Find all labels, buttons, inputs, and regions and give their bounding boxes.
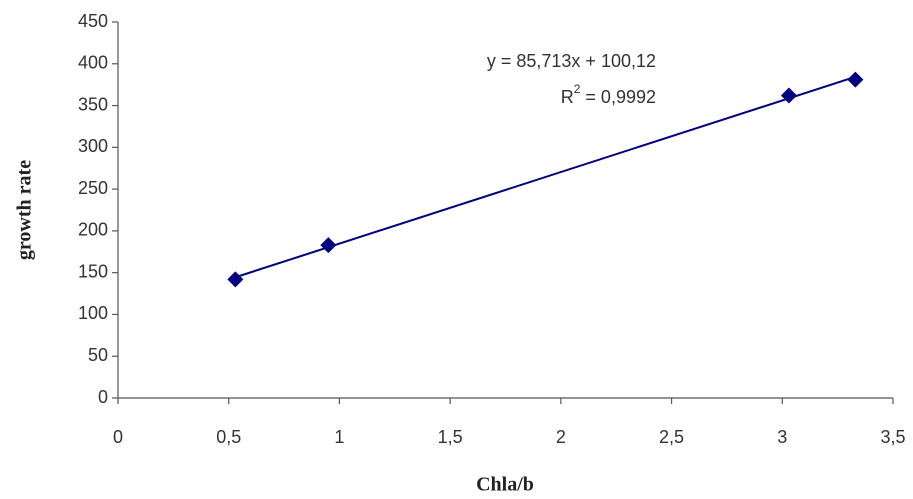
y-tick-label: 350	[78, 94, 108, 114]
y-tick-label: 250	[78, 178, 108, 198]
x-tick-label: 1,5	[438, 427, 463, 447]
trend-equation: y = 85,713x + 100,12	[487, 51, 656, 71]
r-symbol: R	[561, 87, 574, 107]
y-tick-label: 50	[88, 345, 108, 365]
trendline	[235, 75, 856, 279]
x-tick-label: 3,5	[880, 427, 905, 447]
x-tick-label: 1	[334, 427, 344, 447]
data-point	[320, 237, 337, 254]
y-tick-label: 450	[78, 11, 108, 31]
y-axis-title: growth rate	[14, 160, 36, 260]
x-tick-label: 2,5	[659, 427, 684, 447]
x-axis-title: Chla/b	[476, 474, 534, 496]
y-tick-label: 100	[78, 303, 108, 323]
x-tick-label: 3	[777, 427, 787, 447]
r-exponent: 2	[574, 82, 581, 96]
x-tick-label: 0	[113, 427, 123, 447]
r-squared: R2 = 0,9992	[561, 82, 656, 107]
data-point	[227, 271, 244, 288]
y-tick-label: 200	[78, 220, 108, 240]
data-point	[847, 71, 864, 88]
data-point	[780, 87, 797, 104]
x-tick-label: 0,5	[216, 427, 241, 447]
y-tick-label: 150	[78, 261, 108, 281]
r-value: = 0,9992	[580, 87, 656, 107]
y-tick-label: 0	[98, 387, 108, 407]
y-tick-label: 400	[78, 53, 108, 73]
x-tick-label: 2	[556, 427, 566, 447]
y-tick-label: 300	[78, 136, 108, 156]
